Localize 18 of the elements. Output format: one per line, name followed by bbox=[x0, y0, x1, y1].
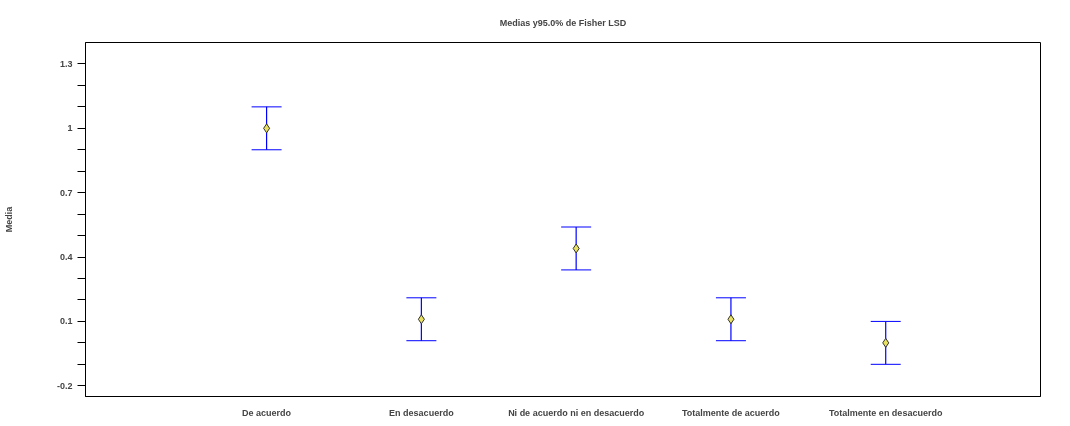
y-tick-label: 1.3 bbox=[59, 58, 73, 69]
point bbox=[572, 243, 580, 254]
x-tick-label: Totalmente de acuerdo bbox=[682, 407, 781, 418]
y-tick-label: 0.1 bbox=[59, 316, 73, 327]
y-axis-title: Media bbox=[3, 205, 14, 233]
y-tick-label: 0.4 bbox=[59, 252, 73, 263]
x-tick-label: Totalmente en desacuerdo bbox=[829, 407, 943, 418]
point bbox=[263, 123, 271, 134]
point bbox=[727, 314, 735, 325]
x-tick-label: En desacuerdo bbox=[389, 407, 455, 418]
point bbox=[417, 314, 425, 325]
point bbox=[882, 337, 890, 348]
y-tick-label: 1 bbox=[67, 123, 73, 134]
x-tick-label: Ni de acuerdo ni en desacuerdo bbox=[508, 407, 645, 418]
y-tick-label: 0.7 bbox=[59, 187, 73, 198]
chart-title: Medias y95.0% de Fisher LSD bbox=[499, 17, 627, 28]
y-tick-label: -0.2 bbox=[56, 380, 73, 391]
x-tick-label: De acuerdo bbox=[242, 407, 292, 418]
